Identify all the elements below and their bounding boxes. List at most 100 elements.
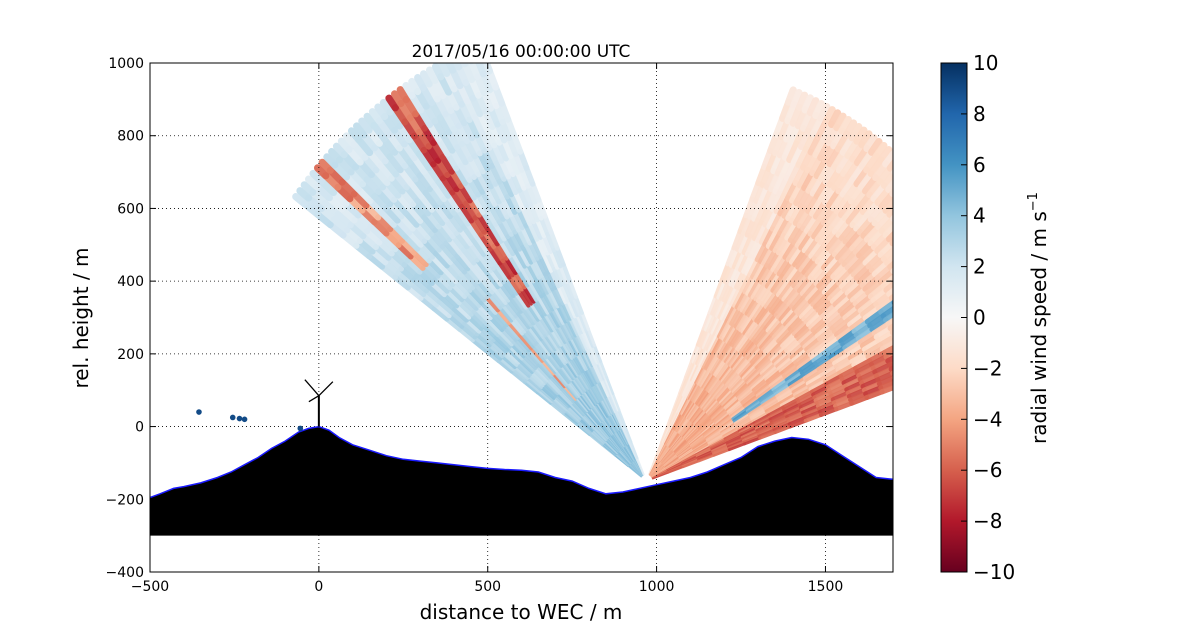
sector-left-cell bbox=[606, 394, 617, 413]
sector-left-cell bbox=[504, 256, 518, 276]
sector-right-cell bbox=[699, 329, 710, 349]
sector-right-cell bbox=[685, 380, 696, 399]
sector-left-cell bbox=[533, 342, 548, 360]
sector-right-cell bbox=[734, 250, 747, 271]
sector-left-cell bbox=[509, 369, 527, 384]
sector-left-cell bbox=[541, 335, 555, 353]
sector-right-cell bbox=[697, 389, 710, 407]
sector-right-cell bbox=[811, 348, 830, 363]
sector-left-cell bbox=[605, 395, 616, 414]
sector-right-cell bbox=[711, 406, 727, 421]
sector-left-cell bbox=[467, 241, 483, 260]
sector-left-cell bbox=[573, 354, 586, 373]
sector-left-cell bbox=[429, 254, 447, 272]
sector-left-cell bbox=[500, 328, 516, 345]
sector-right-cell bbox=[836, 325, 855, 341]
sector-right-cell bbox=[731, 407, 748, 421]
sector-left-cell bbox=[575, 423, 591, 436]
sector-left-cell bbox=[519, 287, 534, 306]
sector-right-cell bbox=[775, 385, 793, 399]
sector-right-cell bbox=[710, 295, 721, 316]
sector-right-cell bbox=[912, 229, 924, 240]
sector-right-cell bbox=[729, 350, 743, 368]
sector-right-cell bbox=[877, 146, 893, 164]
sector-right-cell bbox=[756, 263, 770, 283]
sector-right-cell bbox=[732, 409, 749, 422]
sector-right-cell bbox=[767, 371, 785, 386]
sector-right-cell bbox=[782, 400, 801, 412]
sector-left-cell bbox=[558, 303, 570, 323]
sector-right-cell bbox=[787, 373, 806, 387]
terrain-fill bbox=[150, 426, 893, 536]
sector-right-cell bbox=[754, 419, 773, 431]
sector-left-cell bbox=[588, 386, 600, 404]
sector-right-cell bbox=[820, 302, 838, 319]
sector-right-cell bbox=[905, 351, 920, 358]
sector-left-cell bbox=[512, 189, 526, 211]
sector-right-cell bbox=[750, 280, 764, 300]
sector-right-cell bbox=[723, 429, 741, 441]
sector-right-cell bbox=[814, 394, 834, 406]
sector-right-cell bbox=[756, 355, 773, 372]
sector-left-cell bbox=[498, 356, 516, 372]
sector-right-cell bbox=[705, 332, 717, 352]
sector-left-cell bbox=[527, 221, 540, 242]
sector-right-cell bbox=[829, 315, 848, 331]
sector-right-cell bbox=[828, 383, 848, 396]
sector-left-cell bbox=[581, 349, 592, 369]
sector-right-cell bbox=[720, 365, 735, 383]
sector-left-cell bbox=[508, 231, 523, 252]
sector-right-cell bbox=[725, 397, 742, 412]
sector-left-cell bbox=[532, 258, 545, 278]
sector-right-cell bbox=[901, 215, 913, 227]
sector-left-cell bbox=[565, 408, 581, 423]
sector-left-cell bbox=[501, 236, 516, 257]
sector-right-cell bbox=[987, 339, 1002, 345]
sector-right-cell bbox=[780, 306, 797, 325]
sector-right-cell bbox=[772, 380, 791, 394]
sector-left-cell bbox=[587, 366, 598, 385]
sector-right-cell bbox=[756, 426, 776, 436]
sector-left-cell bbox=[514, 363, 531, 378]
sector-left-cell bbox=[468, 263, 484, 282]
sector-left-cell bbox=[531, 238, 544, 260]
sector-right-cell bbox=[834, 401, 854, 412]
sector-right-cell bbox=[835, 359, 855, 373]
outlier-point bbox=[236, 415, 243, 422]
sector-right-cell bbox=[853, 126, 868, 145]
sector-left-cell bbox=[479, 276, 495, 295]
sector-right-cell bbox=[902, 306, 916, 315]
sector-right-cell bbox=[729, 404, 746, 418]
sector-left-cell bbox=[526, 325, 541, 343]
sector-left-cell bbox=[520, 244, 534, 265]
sector-left-cell bbox=[492, 201, 506, 222]
sector-right-cell bbox=[716, 414, 733, 428]
colorbar-tick-label: 8 bbox=[973, 102, 986, 126]
sector-left-cell bbox=[518, 309, 533, 328]
sector-right-cell bbox=[900, 240, 912, 251]
sector-left-cell bbox=[487, 246, 503, 266]
sector-left-cell bbox=[530, 181, 542, 203]
sector-left-cell bbox=[505, 347, 522, 363]
sector-right-cell bbox=[785, 242, 801, 263]
sector-left-cell bbox=[578, 418, 594, 433]
sector-left-cell bbox=[598, 400, 610, 418]
sector-right-cell bbox=[872, 141, 888, 160]
sector-right-cell bbox=[683, 359, 693, 379]
sector-right-cell bbox=[909, 199, 921, 211]
sector-right-cell bbox=[740, 390, 757, 405]
sector-left-cell bbox=[596, 401, 608, 419]
sector-left-cell bbox=[509, 318, 525, 336]
sector-right-cell bbox=[839, 300, 858, 318]
sector-left-cell bbox=[567, 381, 581, 398]
sector-left-cell bbox=[563, 361, 576, 379]
sector-right-cell bbox=[837, 297, 856, 314]
sector-left-cell bbox=[426, 258, 444, 276]
sector-right-cell bbox=[768, 410, 787, 422]
sector-right-cell bbox=[734, 289, 747, 310]
sector-left-cell bbox=[540, 359, 555, 376]
sector-right-cell bbox=[685, 360, 695, 380]
sector-right-cell bbox=[908, 283, 921, 293]
sector-right-cell bbox=[916, 297, 930, 306]
sector-right-cell bbox=[715, 384, 730, 401]
